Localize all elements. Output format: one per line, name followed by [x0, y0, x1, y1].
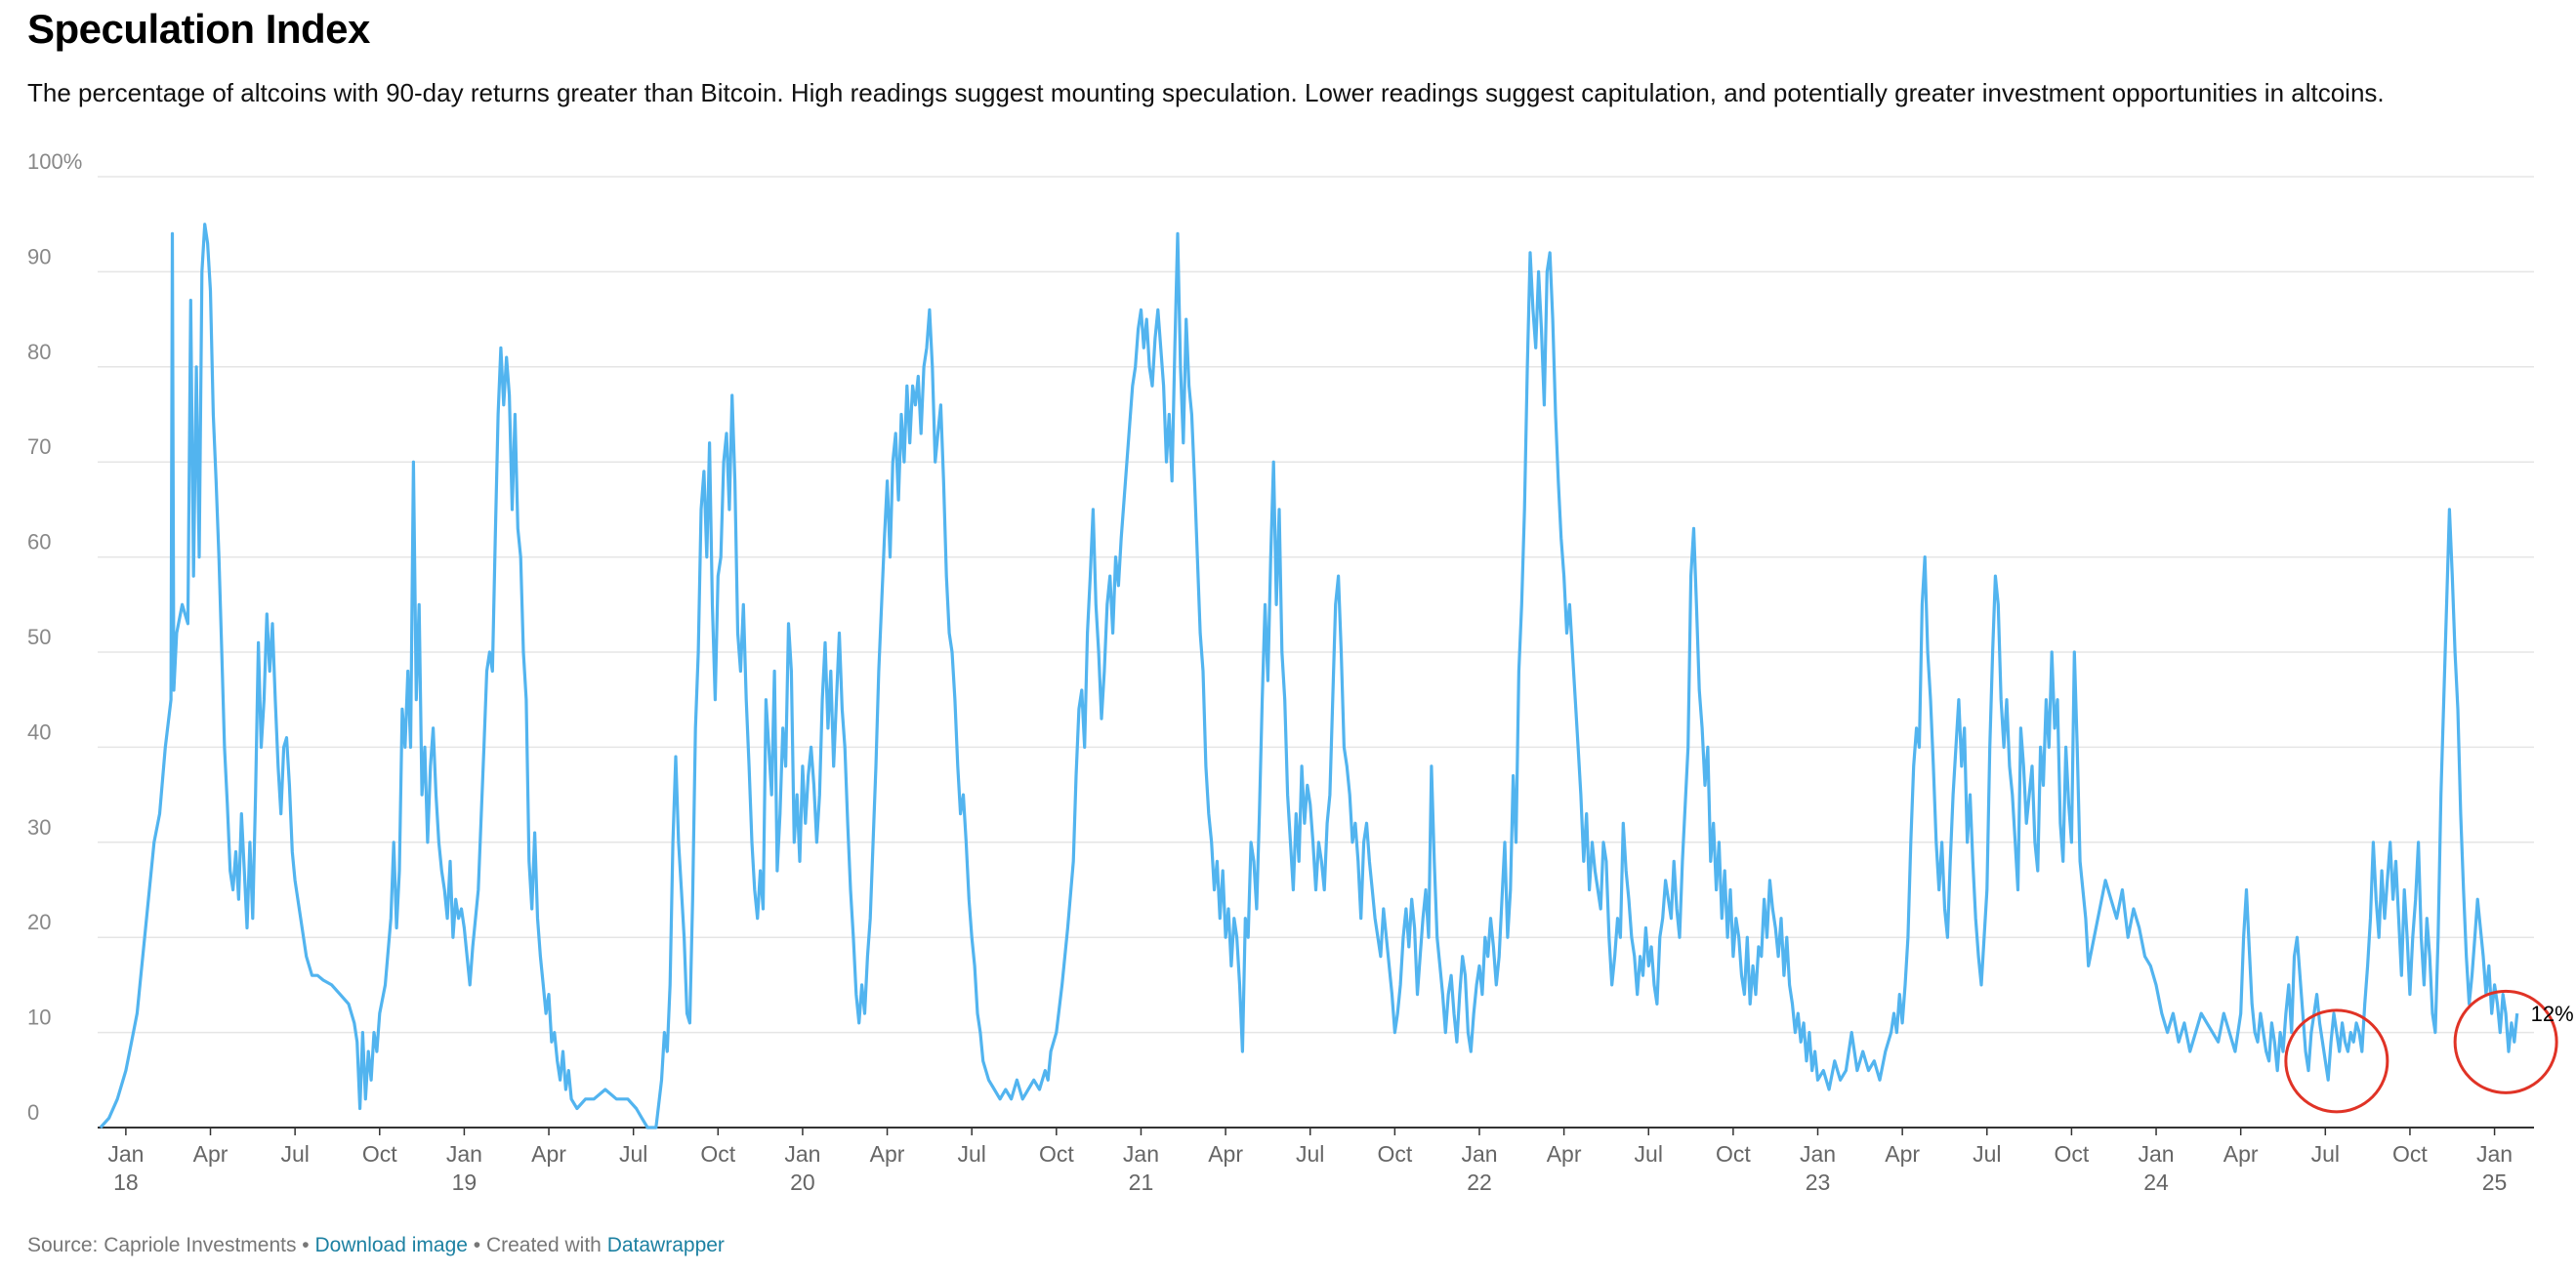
y-tick-label: 90 [27, 244, 51, 268]
chart-description: The percentage of altcoins with 90-day r… [27, 78, 2385, 107]
x-tick-label: Apr [1208, 1141, 1243, 1167]
y-tick-label: 30 [27, 815, 51, 840]
x-tick-label: Jul [280, 1141, 309, 1167]
x-tick-label: Jul [2311, 1141, 2340, 1167]
x-tick-label: Jan [2138, 1141, 2174, 1167]
x-tick-label: Oct [362, 1141, 397, 1167]
created-with-text: • Created with [467, 1234, 607, 1256]
x-tick-year-label: 20 [790, 1170, 815, 1195]
x-tick-label: Oct [700, 1141, 735, 1167]
x-tick-label: Apr [531, 1141, 566, 1167]
x-tick-label: Jul [957, 1141, 985, 1167]
y-tick-label: 0 [27, 1100, 39, 1125]
x-tick-label: Jan [1461, 1141, 1497, 1167]
footer-separator: • [296, 1234, 315, 1256]
download-image-link[interactable]: Download image [314, 1234, 468, 1256]
x-tick-label: Oct [1716, 1141, 1751, 1167]
x-tick-label: Jul [1635, 1141, 1663, 1167]
gridlines [98, 176, 2534, 1034]
y-tick-label: 10 [27, 1006, 51, 1030]
highlight-circles [2284, 989, 2558, 1114]
y-tick-label: 20 [27, 910, 51, 934]
x-tick-year-label: 22 [1467, 1170, 1492, 1195]
x-tick-label: Apr [193, 1141, 229, 1167]
y-tick-label: 40 [27, 719, 51, 744]
highlight-circle-latest-reading [2453, 989, 2558, 1094]
x-tick-label: Oct [1377, 1141, 1412, 1167]
x-tick-label: Jan [446, 1141, 482, 1167]
end-value-label: 12% [2531, 1002, 2574, 1026]
footer: Source: Capriole Investments • Download … [27, 1234, 725, 1257]
y-tick-label: 50 [27, 625, 51, 649]
x-tick-label: Jan [1123, 1141, 1159, 1167]
x-tick-year-label: 21 [1129, 1170, 1154, 1195]
y-axis-ticks: 0 10 20 30 40 50 60 70 80 90 100% [27, 149, 82, 1125]
x-axis-ticks: Jan 18 Apr Jul Oct Jan 19 Apr Jul Oct Jan 20 Apr Jul O… [107, 1128, 2513, 1195]
x-tick-label: Apr [870, 1141, 905, 1167]
x-tick-label: Jan [107, 1141, 144, 1167]
x-tick-label: Oct [2392, 1141, 2428, 1167]
x-tick-label: Jan [2476, 1141, 2513, 1167]
x-tick-label: Jan [784, 1141, 820, 1167]
x-tick-label: Apr [1885, 1141, 1920, 1167]
x-tick-label: Jul [619, 1141, 647, 1167]
x-tick-label: Apr [1547, 1141, 1582, 1167]
x-tick-label: Jul [1973, 1141, 2001, 1167]
y-tick-label: 80 [27, 340, 51, 364]
x-tick-year-label: 18 [113, 1170, 139, 1195]
x-tick-label: Apr [2223, 1141, 2259, 1167]
y-tick-label: 100% [27, 149, 82, 174]
y-tick-label: 60 [27, 530, 51, 554]
x-tick-year-label: 25 [2482, 1170, 2508, 1195]
series-line-speculation-index [99, 223, 2519, 1129]
x-tick-label: Oct [1039, 1141, 1074, 1167]
x-tick-label: Jan [1800, 1141, 1836, 1167]
highlight-circle-mid-2024-lows [2284, 1008, 2389, 1114]
source-note: Source: Capriole Investments [27, 1234, 297, 1256]
x-tick-year-label: 23 [1806, 1170, 1831, 1195]
x-tick-year-label: 19 [452, 1170, 478, 1195]
chart-title: Speculation Index [27, 6, 370, 52]
y-tick-label: 70 [27, 434, 51, 459]
x-tick-year-label: 24 [2143, 1170, 2169, 1195]
datawrapper-link[interactable]: Datawrapper [606, 1234, 725, 1256]
x-tick-label: Jul [1296, 1141, 1324, 1167]
x-tick-label: Oct [2055, 1141, 2090, 1167]
